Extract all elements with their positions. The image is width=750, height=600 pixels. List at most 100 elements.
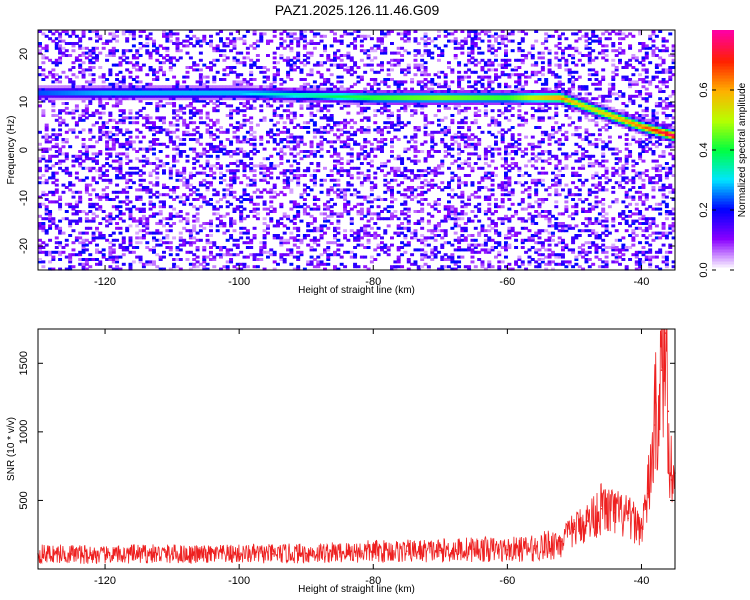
heatmap-cell: [235, 111, 240, 115]
heatmap-cell: [255, 212, 260, 216]
heatmap-cell: [185, 178, 190, 182]
heatmap-cell: [54, 118, 59, 122]
heatmap-cell: [369, 49, 374, 53]
heatmap-cell: [356, 231, 361, 235]
heatmap-cell: [460, 166, 465, 170]
heatmap-cell: [406, 260, 411, 264]
heatmap-cell: [232, 85, 237, 89]
heatmap-cell: [289, 99, 294, 103]
heatmap-cell: [292, 68, 297, 72]
heatmap-cell: [390, 217, 394, 221]
heatmap-cell: [390, 140, 394, 144]
heatmap-cell: [447, 126, 451, 129]
heatmap-cell: [366, 238, 371, 242]
heatmap-cell: [84, 92, 89, 96]
heatmap-cell: [209, 145, 213, 149]
heatmap-cell: [168, 195, 173, 199]
heatmap-cell: [58, 147, 63, 151]
heatmap-cell: [249, 178, 254, 182]
heatmap-cell: [205, 97, 210, 101]
heatmap-cell: [353, 70, 358, 74]
heatmap-cell: [416, 42, 421, 45]
heatmap-cell: [282, 174, 287, 177]
heatmap-cell: [152, 231, 156, 235]
heatmap-cell: [44, 205, 49, 209]
heatmap-cell: [416, 92, 421, 96]
heatmap-cell: [299, 140, 304, 144]
heatmap-cell: [48, 260, 53, 264]
heatmap-cell: [413, 109, 418, 113]
heatmap-cell: [437, 234, 441, 237]
heatmap-cell: [380, 248, 384, 252]
heatmap-cell: [175, 253, 180, 257]
heatmap-cell: [420, 202, 425, 206]
heatmap-cell: [148, 188, 153, 192]
heatmap-cell: [453, 222, 458, 225]
heatmap-cell: [101, 174, 106, 177]
heatmap-cell: [51, 102, 56, 105]
heatmap-cell: [255, 90, 260, 93]
heatmap-cell: [410, 145, 415, 149]
heatmap-cell: [148, 37, 153, 41]
heatmap-cell: [490, 222, 495, 225]
heatmap-cell: [433, 255, 438, 259]
heatmap-cell: [198, 262, 203, 266]
heatmap-cell: [155, 190, 160, 194]
heatmap-cell: [420, 207, 425, 211]
heatmap-cell: [178, 178, 183, 182]
heatmap-cell: [38, 176, 42, 180]
heatmap-cell: [359, 118, 364, 122]
heatmap-cell: [245, 94, 250, 98]
heatmap-cell: [81, 159, 86, 163]
heatmap-cell: [423, 39, 428, 43]
heatmap-cell: [88, 49, 93, 53]
heatmap-cell: [128, 94, 133, 98]
heatmap-cell: [396, 265, 401, 269]
heatmap-cell: [272, 61, 277, 65]
heatmap-cell: [473, 135, 478, 139]
heatmap-cell: [309, 99, 314, 103]
heatmap-cell: [296, 66, 301, 69]
heatmap-cell: [490, 212, 495, 216]
heatmap-cell: [145, 224, 150, 228]
heatmap-cell: [286, 56, 291, 60]
heatmap-cell: [61, 246, 66, 249]
heatmap-cell: [443, 145, 448, 149]
heatmap-cell: [239, 37, 244, 41]
heatmap-cell: [356, 236, 361, 240]
heatmap-cell: [333, 58, 337, 62]
heatmap-cell: [98, 231, 103, 235]
heatmap-cell: [316, 70, 321, 74]
heatmap-cell: [306, 224, 311, 228]
heatmap-cell: [115, 82, 120, 86]
heatmap-cell: [323, 231, 327, 235]
heatmap-cell: [396, 63, 401, 67]
heatmap-cell: [84, 150, 89, 153]
heatmap-cell: [249, 126, 254, 129]
heatmap-cell: [68, 85, 73, 89]
heatmap-cell: [64, 106, 69, 110]
heatmap-cell: [38, 205, 42, 209]
heatmap-cell: [312, 152, 317, 156]
heatmap-cell: [450, 90, 455, 93]
heatmap-cell: [172, 92, 177, 96]
heatmap-cell: [470, 181, 475, 185]
heatmap-cell: [219, 248, 223, 252]
heatmap-cell: [242, 85, 247, 89]
heatmap-cell: [433, 238, 438, 242]
heatmap-cell: [410, 109, 415, 113]
heatmap-cell: [222, 92, 227, 96]
heatmap-cell: [400, 82, 405, 86]
heatmap-cell: [490, 219, 495, 223]
heatmap-cell: [390, 126, 394, 129]
heatmap-cell: [262, 116, 267, 120]
heatmap-cell: [81, 142, 86, 146]
heatmap-cell: [165, 222, 170, 225]
heatmap-cell: [386, 92, 391, 96]
heatmap-cell: [363, 246, 368, 249]
heatmap-cell: [64, 130, 69, 134]
heatmap-cell: [376, 205, 381, 209]
heatmap-cell: [266, 97, 270, 101]
heatmap-cell: [152, 138, 156, 141]
heatmap-cell: [58, 85, 63, 89]
